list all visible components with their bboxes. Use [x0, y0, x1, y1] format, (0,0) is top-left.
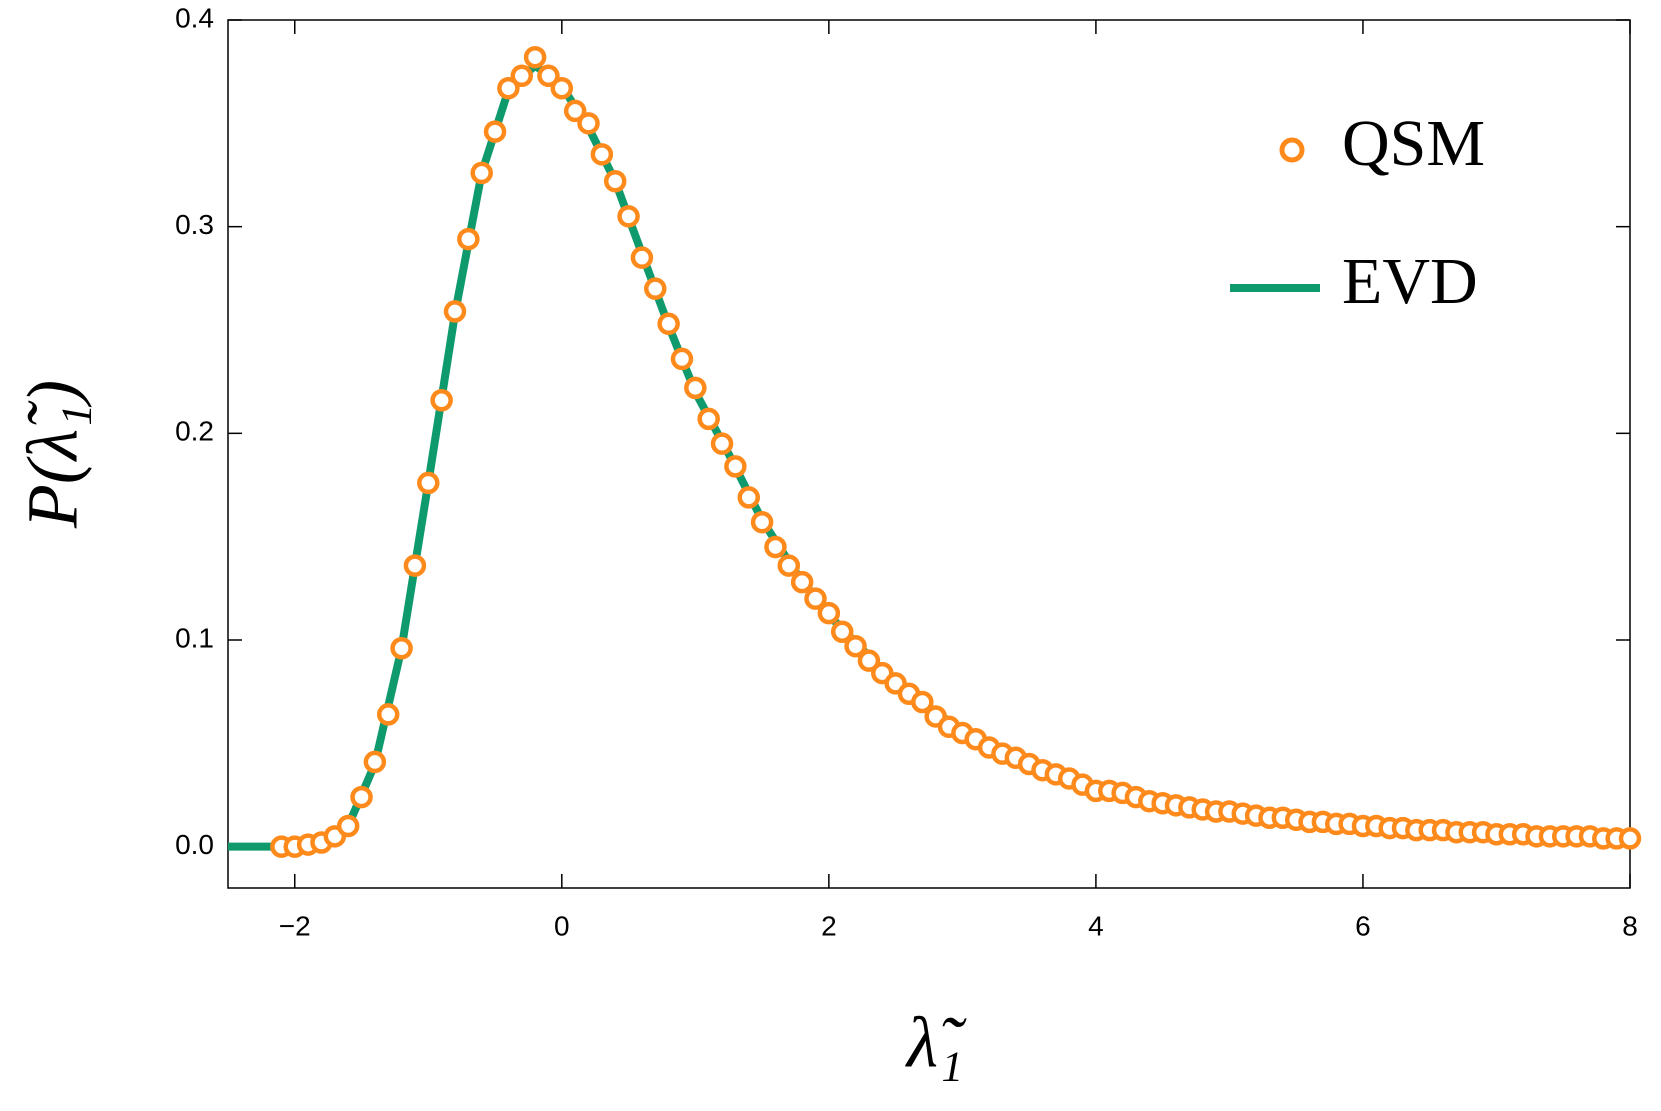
plot-frame	[227, 19, 1631, 889]
qsm-point	[523, 45, 547, 69]
y-axis-label: P(λ̃₁)	[13, 380, 93, 529]
qsm-point	[844, 634, 867, 658]
qsm-point	[724, 455, 747, 478]
qsm-point	[550, 76, 574, 100]
qsm-point	[417, 471, 440, 495]
legend-label: EVD	[1342, 245, 1478, 318]
legend-marker	[1279, 137, 1305, 163]
qsm-point	[336, 814, 360, 838]
qsm-point	[764, 535, 787, 559]
y-tick-label: 0.2	[175, 416, 214, 447]
qsm-point	[457, 227, 480, 251]
qsm-point	[684, 376, 707, 400]
qsm-point	[510, 64, 534, 88]
qsm-point	[911, 690, 934, 714]
x-tick-label: 4	[1088, 910, 1104, 941]
qsm-point	[777, 554, 801, 577]
x-tick-label: 8	[1622, 910, 1638, 941]
evd-line	[228, 60, 1631, 851]
qsm-point	[644, 277, 667, 300]
qsm-point	[403, 554, 427, 577]
qsm-point	[710, 432, 734, 455]
qsm-point	[857, 649, 881, 672]
qsm-point	[350, 785, 373, 809]
x-axis-label: λ̃₁	[905, 1003, 967, 1083]
qsm-point	[817, 601, 841, 625]
qsm-point	[483, 120, 507, 143]
qsm-point	[657, 312, 680, 336]
qsm-point	[590, 143, 614, 166]
qsm-point	[737, 486, 760, 509]
qsm-point	[537, 64, 560, 88]
y-tick-label: 0.4	[175, 2, 214, 33]
legend-label: QSM	[1342, 107, 1485, 180]
qsm-point	[577, 112, 600, 135]
qsm-point	[670, 347, 694, 371]
qsm-point	[363, 750, 387, 774]
qsm-point	[630, 246, 654, 269]
qsm-point	[830, 620, 854, 643]
qsm-point	[603, 169, 627, 193]
y-tick-label: 0.1	[175, 622, 214, 653]
qsm-point	[617, 205, 640, 228]
x-tick-label: 6	[1355, 910, 1371, 941]
qsm-point	[497, 76, 520, 100]
x-tick-label: 0	[554, 910, 570, 941]
qsm-point	[563, 99, 587, 123]
y-tick-label: 0.3	[175, 209, 214, 240]
qsm-point	[1618, 827, 1642, 850]
qsm-point	[697, 407, 720, 431]
x-tick-label: −2	[279, 910, 311, 941]
qsm-point	[376, 703, 400, 726]
qsm-point	[750, 510, 774, 534]
qsm-point	[443, 300, 467, 323]
qsm-point	[804, 587, 827, 610]
y-tick-label: 0.0	[175, 829, 214, 860]
x-tick-label: 2	[821, 910, 837, 941]
qsm-point	[790, 570, 814, 594]
qsm-point	[430, 389, 453, 412]
qsm-point	[390, 637, 413, 660]
qsm-point	[470, 161, 493, 185]
